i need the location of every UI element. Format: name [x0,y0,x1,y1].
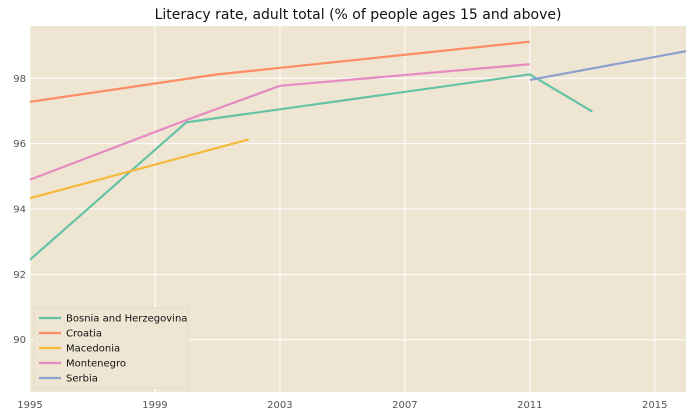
y-tick-label: 96 [13,139,26,150]
series-line [29,73,593,261]
series-line [529,50,687,81]
x-axis: 1995 1999 2003 2007 2011 2015 [17,400,667,411]
y-tick-label: 98 [13,74,26,85]
legend-label: Croatia [66,329,102,340]
legend-label: Montenegro [66,359,126,370]
x-tick-label: 2003 [267,400,292,411]
legend-label: Macedonia [66,344,120,355]
y-tick-label: 94 [13,205,26,216]
legend-label: Serbia [66,374,98,385]
x-tick-label: 2015 [642,400,667,411]
y-axis: 90 92 94 96 98 [13,74,26,346]
legend: Bosnia and Herzegovina Croatia Macedonia Mo… [33,307,189,389]
legend-label: Bosnia and Herzegovina [66,314,187,325]
x-tick-label: 1995 [17,400,42,411]
x-tick-label: 1999 [142,400,167,411]
y-tick-label: 90 [13,335,26,346]
series-line [29,40,530,103]
x-tick-label: 2007 [392,400,417,411]
y-tick-label: 92 [13,270,26,281]
series-line [29,138,249,200]
series-layer [29,40,687,261]
chart-title: Literacy rate, adult total (% of people … [155,7,562,23]
series-line [29,63,530,181]
x-tick-label: 2011 [517,400,542,411]
